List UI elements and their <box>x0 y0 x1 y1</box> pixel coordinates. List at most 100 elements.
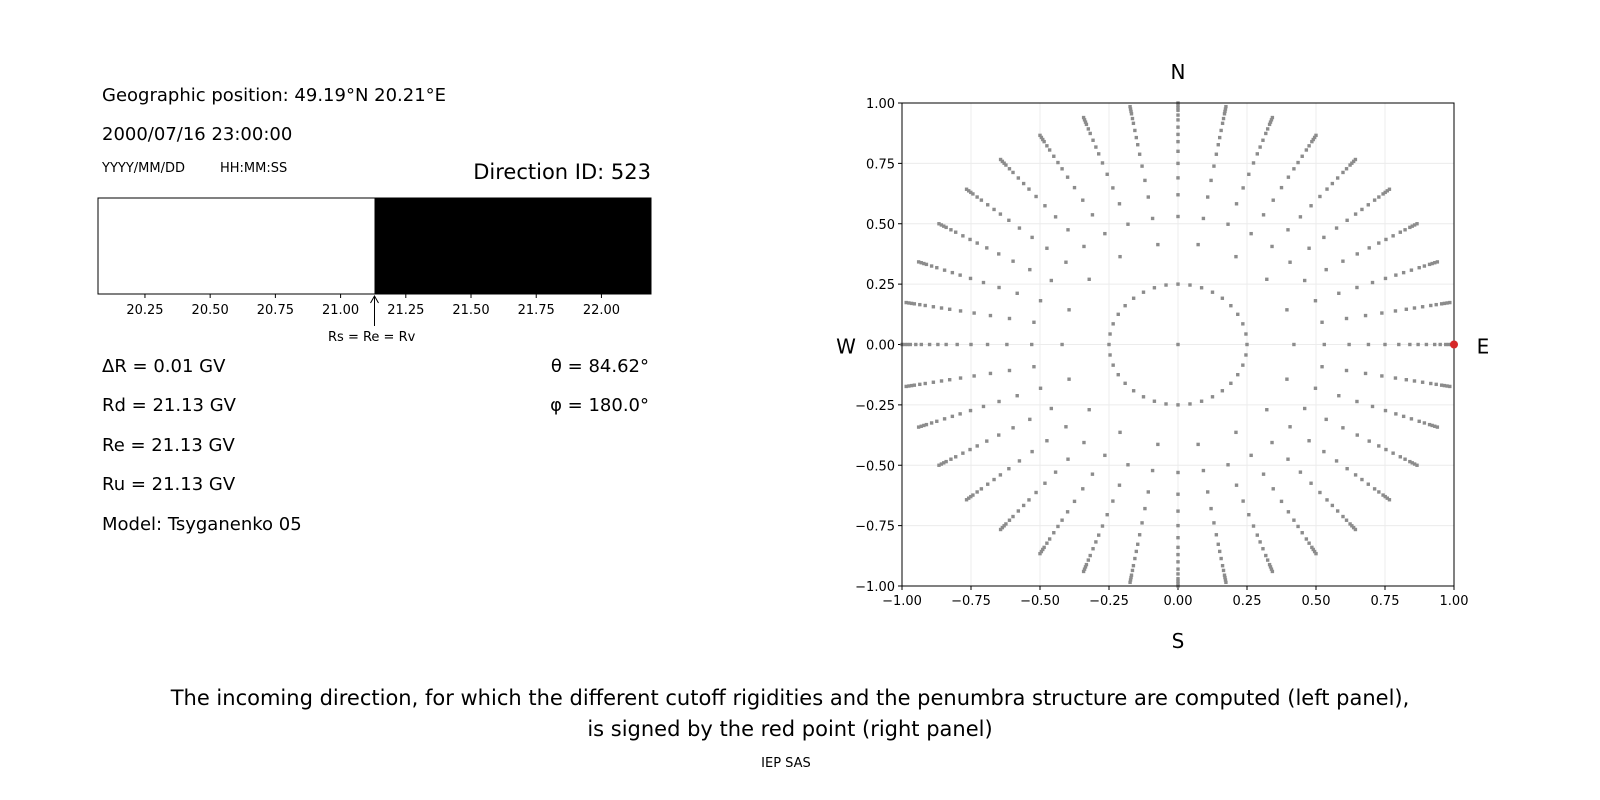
direction-point <box>975 444 979 448</box>
direction-point <box>1027 498 1031 502</box>
direction-point <box>981 280 986 285</box>
direction-scatter-chart: −1.00−1.00 −0.75 −0.75 −0.50 −0.50 −0.25 −0.25… <box>836 60 1489 653</box>
direction-point <box>1128 578 1133 582</box>
direction-point <box>1007 466 1011 471</box>
direction-point <box>986 482 990 486</box>
direction-point <box>1394 273 1398 277</box>
direction-point <box>1111 363 1115 367</box>
direction-point <box>992 207 996 212</box>
direction-point <box>1302 278 1307 283</box>
direction-point <box>969 190 973 195</box>
direction-point <box>1131 296 1136 300</box>
direction-point <box>1270 244 1274 249</box>
direction-point <box>1052 531 1056 535</box>
direction-point <box>1016 509 1021 513</box>
direction-point <box>1087 407 1091 412</box>
direction-point <box>1220 121 1225 126</box>
direction-point <box>1360 477 1364 482</box>
direction-point <box>1032 320 1036 324</box>
direction-point <box>1007 218 1011 223</box>
direction-point <box>1300 531 1304 535</box>
direction-point <box>1105 172 1109 176</box>
direction-point <box>1011 426 1015 430</box>
annotation-arrow-head <box>370 294 379 304</box>
direction-point <box>1265 558 1270 562</box>
direction-point <box>1111 322 1115 326</box>
direction-point <box>1251 524 1256 528</box>
direction-point <box>1021 503 1026 508</box>
direction-point <box>1223 109 1227 114</box>
direction-point <box>1298 470 1303 474</box>
direction-point <box>944 342 948 347</box>
direction-point <box>1004 163 1008 167</box>
direction-point <box>992 477 996 482</box>
direction-point <box>1143 506 1147 511</box>
direction-point <box>1220 296 1225 300</box>
direction-point <box>1015 394 1019 398</box>
direction-point <box>1176 108 1180 112</box>
direction-point <box>1314 133 1318 138</box>
direction-point <box>1176 132 1180 137</box>
direction-point <box>1212 521 1216 525</box>
direction-point <box>1384 447 1388 452</box>
direction-point <box>1442 301 1447 306</box>
direction-point <box>1430 261 1434 266</box>
direction-point <box>1249 231 1253 236</box>
direction-point <box>944 459 948 464</box>
direction-point <box>1350 524 1354 528</box>
direction-point <box>1047 537 1052 541</box>
direction-point <box>1393 376 1398 380</box>
direction-point <box>1017 459 1022 463</box>
direction-point <box>1117 483 1122 487</box>
compass-west: W <box>836 335 856 359</box>
direction-point <box>1416 342 1420 347</box>
direction-point <box>1108 353 1112 357</box>
direction-point <box>922 423 926 428</box>
direction-point <box>950 270 955 275</box>
direction-point <box>1223 107 1228 111</box>
direction-point <box>1348 522 1352 526</box>
direction-point <box>1176 403 1180 407</box>
y-tick-label: −0.75 <box>855 520 895 535</box>
direction-point <box>997 252 1001 256</box>
direction-point <box>1415 222 1419 226</box>
y-tick-label: 0.75 <box>866 157 895 172</box>
model-label: Model: Tsyganenko 05 <box>102 514 302 535</box>
direction-point <box>968 408 973 413</box>
direction-point <box>964 187 969 191</box>
direction-point <box>1011 514 1015 519</box>
direction-point <box>1111 186 1115 190</box>
direction-point <box>1176 125 1180 129</box>
direction-point <box>1221 568 1226 573</box>
direction-point <box>1353 527 1358 532</box>
direction-point <box>1334 459 1339 463</box>
direction-point <box>1420 305 1425 309</box>
direction-point <box>1241 322 1245 326</box>
direction-point <box>949 457 953 461</box>
direction-id: Direction ID: 523 <box>473 160 651 184</box>
direction-point <box>1417 265 1421 270</box>
direction-point <box>1363 313 1368 318</box>
direction-point <box>908 342 912 347</box>
direction-point <box>1176 193 1180 197</box>
direction-point <box>904 384 908 389</box>
bar-frame <box>97 197 652 295</box>
direction-point <box>1143 178 1147 183</box>
direction-point <box>1412 379 1417 383</box>
direction-point <box>1366 482 1370 486</box>
direction-point <box>968 237 972 242</box>
direction-point <box>1219 556 1223 561</box>
direction-point <box>1065 510 1070 514</box>
x-tick-label: 0.00 <box>1164 594 1193 609</box>
direction-point <box>966 496 971 500</box>
direction-point <box>958 412 962 416</box>
direction-point <box>961 451 965 455</box>
direction-point <box>968 447 972 452</box>
direction-point <box>1000 159 1005 164</box>
direction-point <box>1322 449 1326 454</box>
direction-point <box>1430 423 1434 428</box>
direction-point <box>1370 404 1375 409</box>
direction-point <box>1366 203 1370 207</box>
direction-point <box>903 342 907 347</box>
direction-point <box>1045 144 1049 148</box>
